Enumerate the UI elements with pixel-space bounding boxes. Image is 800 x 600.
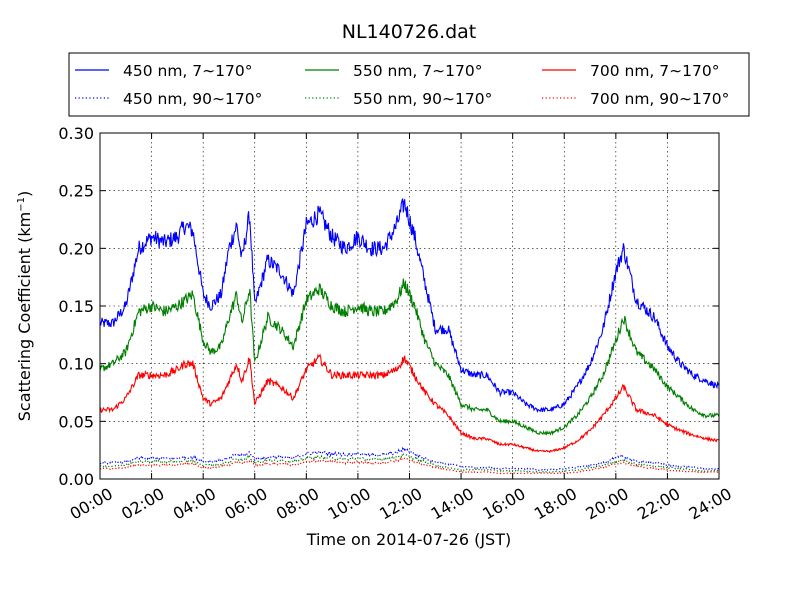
legend: 450 nm, 7∼170° 550 nm, 7∼170° 700 nm, 7∼17… [68,52,750,117]
legend-label-3: 450 nm, 90∼170° [123,90,262,108]
y-tick-label: 0.15 [58,297,94,316]
legend-box [68,52,750,117]
series-line-3 [99,445,720,472]
legend-label-0: 450 nm, 7∼170° [123,62,252,80]
plot-series [99,198,720,475]
y-tick-label: 0.20 [58,239,94,258]
y-tick-label: 0.30 [58,124,94,143]
y-axis-label: Scattering Coefficient (km−1) [15,191,34,422]
legend-label-4: 550 nm, 90∼170° [353,90,492,108]
series-line-5 [99,456,720,475]
y-tick-label: 0.00 [58,470,94,489]
series-line-1 [99,278,720,436]
series-line-0 [99,198,720,413]
x-axis-label: Time on 2014-07-26 (JST) [306,530,511,549]
y-tick-label: 0.05 [58,412,94,431]
legend-label-2: 700 nm, 7∼170° [590,62,719,80]
y-axis-label-close: ) [15,191,34,197]
series-line-2 [99,353,720,454]
chart-title: NL140726.dat [342,21,477,43]
y-tick-label: 0.25 [58,182,94,201]
legend-label-1: 550 nm, 7∼170° [353,62,482,80]
legend-label-5: 700 nm, 90∼170° [590,90,729,108]
series-line-4 [99,452,720,474]
y-tick-label: 0.10 [58,355,94,374]
y-axis-label-main: Scattering Coefficient (km [15,212,34,422]
y-axis-label-superscript: −1 [16,197,27,212]
